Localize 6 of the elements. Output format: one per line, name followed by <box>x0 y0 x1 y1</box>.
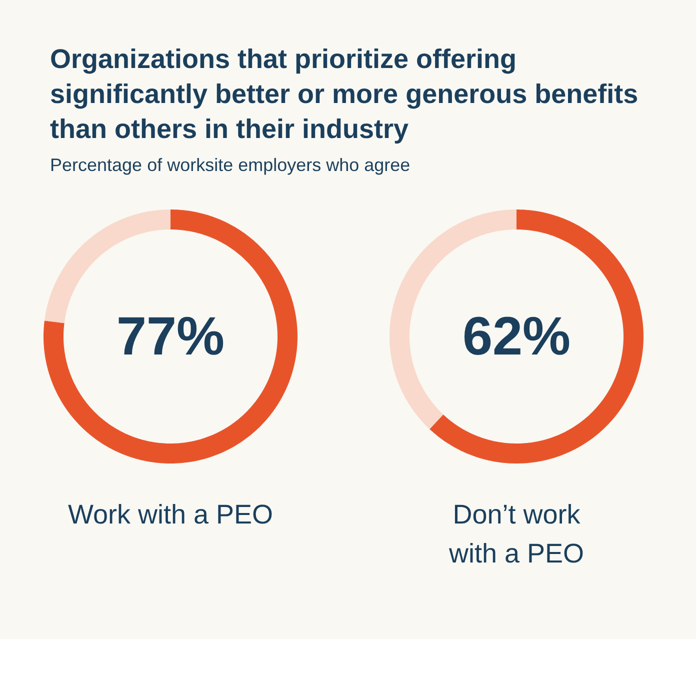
data-label: 62% <box>462 306 571 366</box>
data-label: 77% <box>116 306 225 366</box>
text: Work with a PEO <box>68 499 274 530</box>
text: Don’t work with a PEO <box>448 499 584 568</box>
chart-title: Organizations that prioritize offering significantly better or more generous benefits than others in their industry <box>50 43 640 146</box>
chart-subtitle: Percentage of worksite employers who agree <box>50 154 410 178</box>
